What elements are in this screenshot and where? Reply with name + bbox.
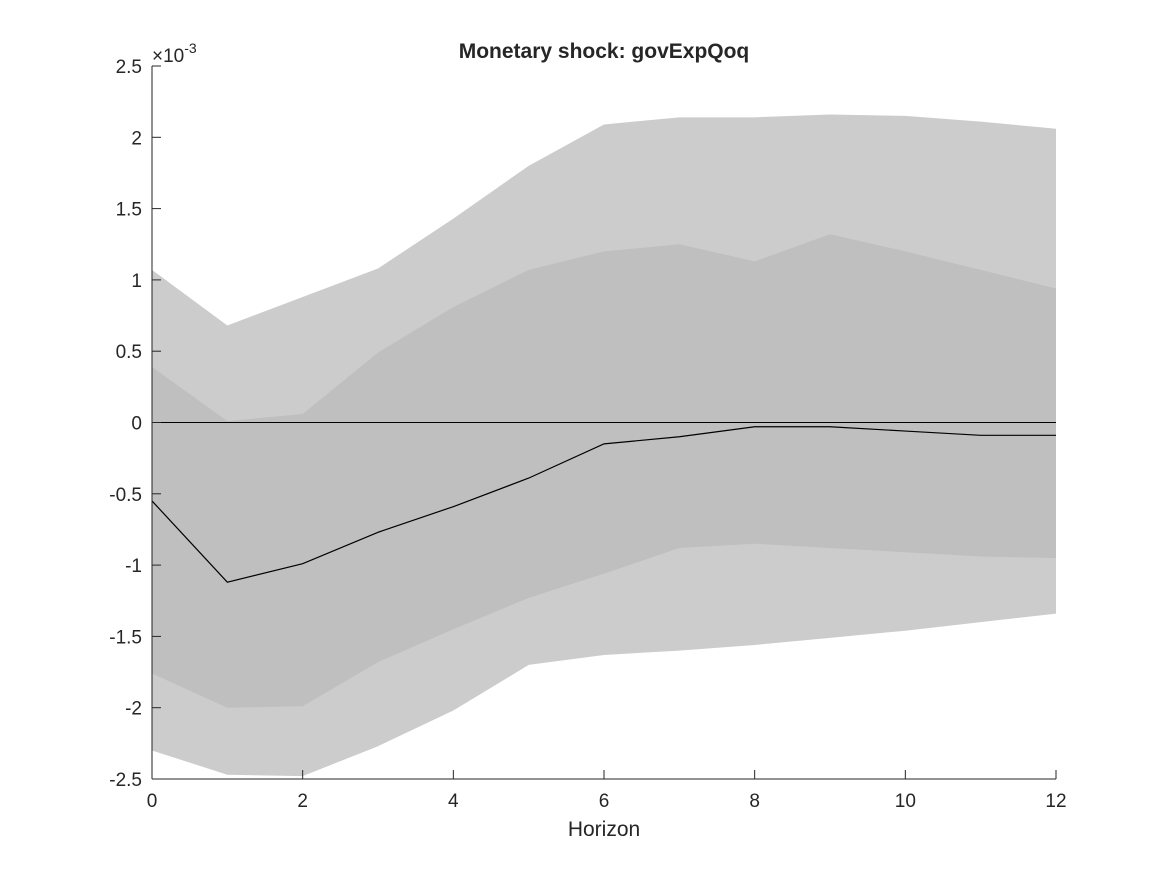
y-axis-exponent-base: ×10 <box>152 46 184 67</box>
x-tick-label: 10 <box>895 791 916 812</box>
median-response-line-0 <box>151 426 1056 583</box>
y-tick-label: -2 <box>125 699 142 720</box>
y-tick-label: -0.5 <box>109 485 142 506</box>
y-tick-label: -2.5 <box>109 770 142 791</box>
y-tick-label: 1.5 <box>116 200 142 221</box>
y-tick-label: 1 <box>131 271 142 292</box>
axes: -2.5 -2 -1.5 -1 -0.5 0 0.5 1 1.5 2 2.5 0 2 4 6 8 10 12 <box>109 57 1066 812</box>
x-tick-label: 8 <box>749 791 760 812</box>
y-tick-label: 0.5 <box>116 342 142 363</box>
y-tick-label: -1.5 <box>109 627 142 648</box>
x-axis-label: Horizon <box>568 818 640 841</box>
y-tick-label: -1 <box>125 556 142 577</box>
x-tick-label: 12 <box>1045 791 1066 812</box>
chart-title: Monetary shock: govExpQoq <box>459 40 750 63</box>
y-axis-exponent-power: -3 <box>184 40 197 56</box>
y-axis-exponent-label: ×10-3 <box>152 40 197 67</box>
x-tick-label: 4 <box>448 791 459 812</box>
plot-area <box>151 114 1056 777</box>
x-tick-label: 6 <box>599 791 610 812</box>
x-tick-label: 0 <box>147 791 158 812</box>
x-tick-label: 2 <box>297 791 308 812</box>
y-tick-label: 2.5 <box>116 57 142 78</box>
y-tick-label: 0 <box>131 414 142 435</box>
confidence-band-inner <box>152 234 1056 708</box>
y-tick-label: 2 <box>131 128 142 149</box>
